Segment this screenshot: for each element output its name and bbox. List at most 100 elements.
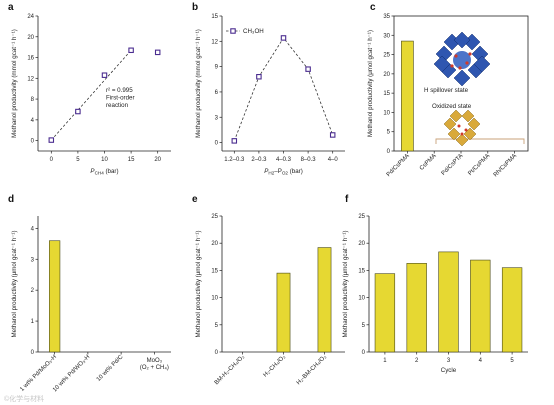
data-point-3	[101, 72, 108, 78]
y-tick-label: 0	[387, 149, 391, 155]
watermark-text: ©化学与材料	[4, 394, 44, 403]
oxidized-label: Oxidized state	[432, 103, 472, 110]
cluster-core	[453, 51, 471, 69]
cluster-octahedron	[455, 133, 469, 147]
panel-d: d 0 1 2 3 4 Methanol productivity (μmol gcat⁻¹…	[8, 194, 171, 393]
panel-label-c: c	[370, 2, 376, 13]
x-tick-label: 10	[101, 157, 108, 163]
x-tick-label: 5	[76, 157, 80, 163]
panel-label-f: f	[345, 194, 349, 205]
fit-annotation-line: reaction	[106, 102, 129, 109]
fit-annotation-line: First-order	[106, 95, 135, 102]
panel-a: a 0 4 8 12 16 20 24 Methanol productivity (mmol …	[8, 2, 171, 176]
bar-1	[49, 240, 61, 353]
x-tick-label: H₂-BM-CH₄/O₂	[296, 354, 329, 387]
bar-1	[374, 273, 396, 353]
cluster-atom	[457, 124, 461, 128]
y-tick-label: 2	[31, 288, 35, 294]
bar-3	[317, 247, 332, 353]
cluster-octahedron	[449, 109, 463, 123]
x-tick-label: Pd/CsPMA	[386, 153, 411, 178]
y-tick-label: 3	[31, 257, 35, 263]
cluster-octahedron	[453, 69, 471, 87]
y-tick-label: 8	[31, 97, 35, 103]
y-tick-label: 20	[211, 241, 218, 247]
y-tick-label: 4	[31, 118, 35, 124]
y-tick-label: 4	[31, 226, 35, 232]
x-tick-label: 20	[154, 157, 161, 163]
y-tick-label: 20	[383, 72, 390, 78]
y-tick-label: 5	[362, 323, 366, 329]
panel-label-a: a	[8, 2, 14, 13]
series-line	[233, 37, 334, 142]
x-tick-label: 1	[383, 358, 387, 364]
y-tick-label: 0	[31, 139, 35, 145]
data-point-5	[329, 132, 336, 138]
panel-label-e: e	[192, 194, 198, 205]
x-tick-label: 2–0.3	[251, 157, 267, 163]
cluster-atom	[460, 132, 464, 136]
oxidized-cluster-icon	[443, 109, 481, 147]
linear-fit-line	[51, 50, 132, 141]
y-tick-label: 15	[383, 91, 390, 97]
y-tick-label: 25	[358, 214, 365, 220]
cluster-atom	[458, 66, 462, 70]
y-tick-label: 10	[383, 110, 390, 116]
y-tick-label: 12	[211, 39, 218, 45]
x-tick-label: 3	[447, 358, 451, 364]
x-tick-label: 1.2–0.3	[224, 157, 245, 163]
x-tick-label: Rh/CsPMA	[493, 153, 518, 178]
x-tick-label: H₂-CH₄/O₂	[263, 354, 288, 379]
y-tick-label: 24	[27, 14, 34, 20]
legend-marker	[230, 28, 236, 34]
y-tick-label: 12	[27, 76, 34, 82]
y-tick-label: 20	[358, 241, 365, 247]
y-tick-label: 10	[211, 296, 218, 302]
y-tick-label: 25	[211, 214, 218, 220]
x-tick-label: 4	[479, 358, 483, 364]
panel-c: c 0 5 10 15 20 25 30 35 Methanol productivity (μm…	[367, 2, 529, 178]
x-axis-label: PCH4 (bar)	[90, 168, 118, 176]
data-point-1	[231, 138, 238, 144]
y-tick-label: 15	[211, 268, 218, 274]
cluster-octahedron	[447, 127, 461, 141]
y-tick-label: 3	[215, 115, 219, 121]
x-tick-label: 10 wt% Pd/C	[96, 354, 125, 383]
h-spillover-label: H spillover state	[424, 87, 469, 94]
cluster-octahedron	[453, 31, 471, 49]
y-axis-label: Methanol productivity (μmol gcat⁻¹ h⁻¹)	[367, 30, 374, 137]
y-tick-label: 5	[215, 323, 219, 329]
cluster-octahedron	[461, 109, 475, 123]
y-axis-label: Methanol productivity (μmol gcat⁻¹ h⁻¹)	[342, 230, 349, 337]
bar-5	[501, 267, 523, 353]
cluster-atom	[450, 64, 454, 68]
cluster-octahedron	[433, 55, 451, 73]
cluster-octahedron	[443, 117, 457, 131]
data-point-4	[305, 66, 311, 72]
data-point-5	[154, 49, 161, 56]
y-tick-label: 9	[215, 65, 219, 71]
y-tick-label: 0	[31, 350, 35, 356]
x-tick-label: 1 wt% Pd/MoO₃-H	[19, 354, 58, 393]
cluster-atom	[454, 54, 458, 58]
data-point-1	[48, 137, 55, 143]
bar-3	[438, 251, 459, 353]
data-point-2	[75, 108, 81, 115]
x-tick-label: 8–0.3	[301, 157, 317, 163]
x-tick-label: MoO₃	[147, 358, 163, 364]
y-tick-label: 0	[362, 350, 366, 356]
data-point-3	[280, 35, 287, 41]
bar-2	[406, 263, 427, 353]
data-point-2	[256, 74, 262, 80]
y-tick-label: 35	[383, 14, 390, 20]
cluster-octahedron	[467, 117, 481, 131]
x-tick-label: CsPMA	[419, 153, 438, 172]
bar-1	[401, 40, 414, 152]
panel-e: e 0 5 10 15 20 25 Methanol productivity (μmol g…	[192, 194, 345, 386]
x-axis-label: PH2–PO2 (bar)	[264, 168, 303, 176]
x-tick-label: 15	[128, 157, 135, 163]
panel-label-b: b	[192, 2, 198, 13]
cluster-atom	[464, 128, 468, 132]
fit-annotation-line: r² = 0.995	[106, 87, 133, 94]
